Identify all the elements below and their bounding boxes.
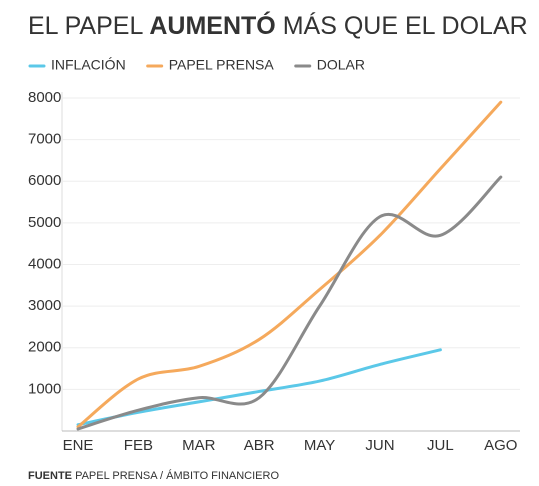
- x-tick-label: JUL: [427, 437, 454, 454]
- x-tick-label: FEB: [124, 437, 153, 454]
- source: FUENTE PAPEL PRENSA / ÁMBITO FINANCIERO: [28, 469, 279, 482]
- legend-label: DOLAR: [317, 57, 365, 73]
- title-part: MÁS QUE EL DOLAR: [283, 11, 528, 40]
- x-tick-label: MAY: [304, 437, 335, 454]
- y-tick-label: 5000: [28, 214, 61, 231]
- y-tick-label: 2000: [28, 339, 61, 356]
- y-tick-label: 8000: [28, 89, 61, 106]
- legend-label: INFLACIÓN: [51, 57, 126, 73]
- y-tick-label: 6000: [28, 172, 61, 189]
- x-tick-label: JUN: [365, 437, 394, 454]
- x-tick-label: AGO: [484, 437, 517, 454]
- x-tick-label: ABR: [244, 437, 275, 454]
- source-label: FUENTE: [28, 470, 72, 482]
- title-part: EL PAPEL: [28, 12, 143, 40]
- source-text: PAPEL PRENSA / ÁMBITO FINANCIERO: [75, 469, 279, 482]
- legend-label: PAPEL PRENSA: [169, 57, 275, 73]
- x-tick-label: ENE: [63, 437, 94, 454]
- series-line: [76, 175, 503, 431]
- y-tick-label: 7000: [28, 131, 61, 148]
- y-tick-label: 4000: [28, 255, 61, 272]
- series-line: [76, 348, 442, 427]
- chart-title: EL PAPEL AUMENTÓ MÁS QUE EL DOLAR: [28, 10, 528, 40]
- x-tick-label: MAR: [182, 437, 216, 454]
- series-line: [76, 100, 503, 429]
- y-tick-label: 3000: [28, 297, 61, 314]
- y-tick-label: 1000: [28, 380, 61, 397]
- title-part: AUMENTÓ: [149, 10, 275, 40]
